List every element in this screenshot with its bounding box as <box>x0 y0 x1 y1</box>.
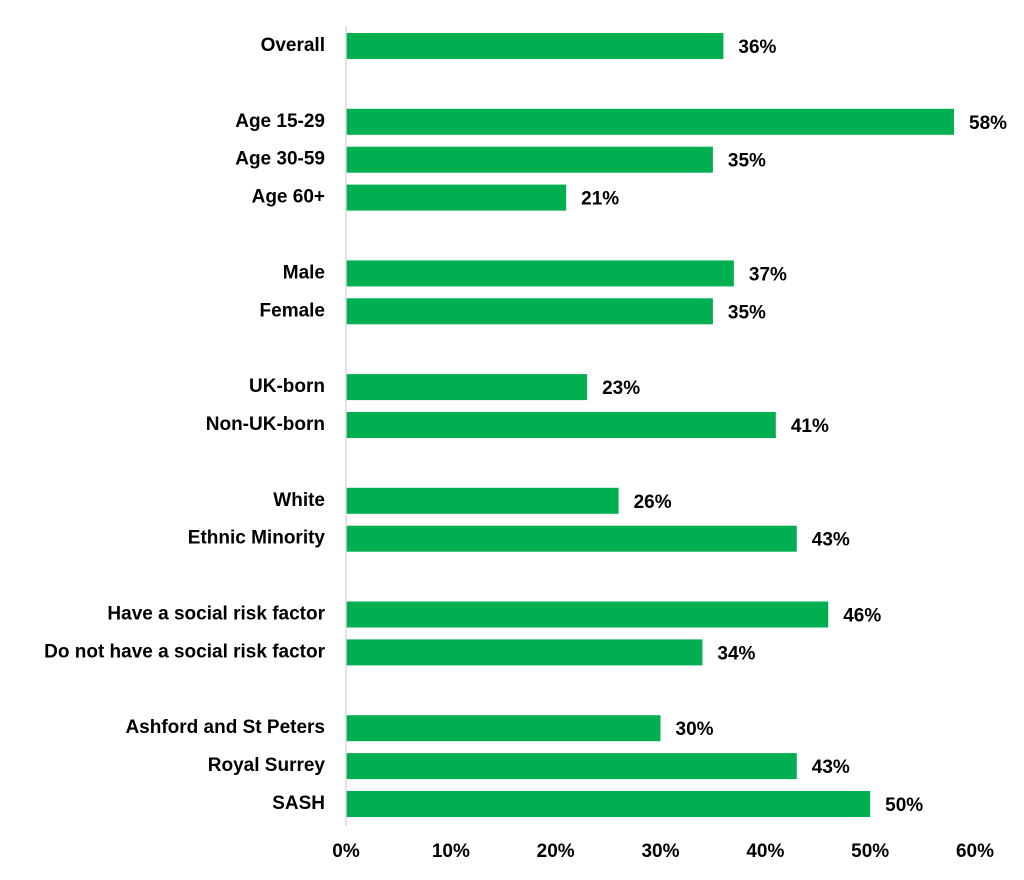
bar <box>346 412 776 438</box>
category-label: Royal Surrey <box>208 755 326 776</box>
data-label: 41% <box>791 416 829 437</box>
category-label: UK-born <box>249 376 325 397</box>
category-label: Ashford and St Peters <box>125 717 325 738</box>
x-axis-tick-labels: 0% 10% 20% 30% 40% 50% 60% <box>332 841 994 862</box>
data-label: 23% <box>602 378 640 399</box>
category-label: Age 15-29 <box>235 111 325 132</box>
data-label: 36% <box>738 37 776 58</box>
bar <box>346 298 713 325</box>
bar <box>346 601 829 628</box>
data-label: 43% <box>812 757 850 778</box>
bar <box>346 791 871 817</box>
x-tick-label: 10% <box>432 841 470 862</box>
category-label: Age 30-59 <box>235 149 325 170</box>
category-label: Female <box>260 300 325 321</box>
data-label: 43% <box>812 530 850 551</box>
category-labels: Overall Age 15-29 Age 30-59 Age 60+ Male Fema… <box>44 35 325 814</box>
data-label: 35% <box>728 151 766 172</box>
data-label: 21% <box>581 189 619 210</box>
x-tick-label: 40% <box>746 841 784 862</box>
category-label: Have a social risk factor <box>107 604 325 625</box>
category-label: Male <box>283 262 325 283</box>
bar <box>346 525 797 552</box>
data-label: 46% <box>843 606 881 627</box>
x-tick-label: 20% <box>537 841 575 862</box>
bar <box>346 146 713 173</box>
data-label: 35% <box>728 302 766 323</box>
bars-layer <box>346 33 955 817</box>
bar <box>346 108 955 135</box>
category-label: Age 60+ <box>252 187 325 208</box>
category-label: SASH <box>272 793 325 814</box>
value-labels: 36% 58% 35% 21% 37% 35% 23% 41% 26% 43% 46% 34% 30% 4… <box>581 37 1007 816</box>
category-label: Do not have a social risk factor <box>44 641 325 662</box>
category-label: White <box>273 490 325 511</box>
bar <box>346 639 703 666</box>
data-label: 30% <box>676 719 714 740</box>
bar <box>346 487 619 514</box>
x-tick-label: 30% <box>641 841 679 862</box>
x-tick-label: 50% <box>851 841 889 862</box>
category-label: Non-UK-born <box>206 414 325 435</box>
x-tick-label: 0% <box>332 841 360 862</box>
bar <box>346 715 661 742</box>
category-label: Overall <box>261 35 325 56</box>
data-label: 58% <box>969 113 1007 134</box>
data-label: 37% <box>749 264 787 285</box>
bar <box>346 374 588 401</box>
data-label: 50% <box>885 795 923 816</box>
bar <box>346 184 567 211</box>
data-label: 34% <box>717 643 755 664</box>
x-tick-label: 60% <box>956 841 994 862</box>
bar <box>346 33 724 59</box>
bar <box>346 753 797 780</box>
data-label: 26% <box>634 492 672 513</box>
category-label: Ethnic Minority <box>188 528 326 549</box>
bar <box>346 260 734 287</box>
